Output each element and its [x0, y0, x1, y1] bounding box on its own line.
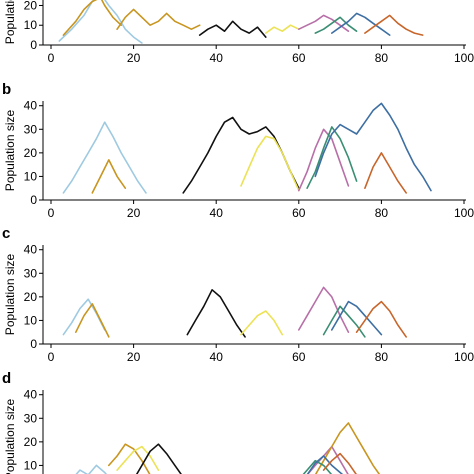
- series-line-yellow: [116, 445, 160, 471]
- y-tick-label: 20: [24, 290, 38, 304]
- y-tick-label: 30: [24, 122, 38, 136]
- panel-a: Population size 0 10 20 0 20 40 60 80 100: [3, 0, 474, 65]
- y-tick-label: 10: [24, 169, 38, 183]
- y-axis-label: Population size: [3, 109, 17, 191]
- y-tick-label: 10: [24, 313, 38, 327]
- panel-letter: d: [2, 370, 11, 387]
- series-line-lightblue: [62, 121, 147, 194]
- y-axis-label: Population size: [3, 253, 17, 335]
- series-line-gold: [91, 159, 127, 194]
- y-tick-label: 40: [24, 99, 38, 113]
- x-tick-label: 40: [210, 206, 224, 220]
- x-tick-label: 60: [292, 350, 306, 364]
- series-line-purple: [306, 445, 349, 474]
- series-line-gold: [62, 0, 122, 36]
- series-line-purple: [297, 286, 350, 334]
- series-line-purple: [297, 14, 350, 33]
- series-line-blue: [330, 12, 391, 36]
- series-line-black: [198, 20, 267, 38]
- series-line-blue: [314, 102, 432, 192]
- series-line-gold: [116, 8, 201, 31]
- series-line-gold: [75, 303, 110, 338]
- y-axis-label: Population size: [3, 398, 17, 474]
- panel-d: d Population size 10 20 30 40: [2, 370, 381, 474]
- x-tick-label: 20: [127, 350, 141, 364]
- x-tick-label: 20: [127, 206, 141, 220]
- y-tick-label: 20: [24, 146, 38, 160]
- y-tick-label: 0: [30, 38, 37, 52]
- y-tick-label: 40: [24, 243, 38, 257]
- series-line-black: [186, 288, 246, 338]
- x-tick-label: 0: [48, 350, 55, 364]
- y-tick-label: 40: [24, 388, 38, 402]
- series-line-black: [182, 116, 300, 194]
- series-line-yellow: [240, 310, 284, 336]
- x-tick-label: 80: [375, 51, 389, 65]
- y-axis-label: Population size: [3, 0, 17, 44]
- series-line-orange: [322, 452, 357, 474]
- panel-b: b Population size 0 10 20 30 40 0 20 40 60 80 100: [2, 81, 474, 220]
- x-tick-label: 60: [292, 51, 306, 65]
- x-tick-label: 100: [454, 51, 474, 65]
- series-line-yellow: [240, 135, 300, 192]
- x-tick-label: 0: [48, 206, 55, 220]
- y-tick-label: 30: [24, 411, 38, 425]
- y-tick-label: 10: [24, 18, 38, 32]
- y-tick-label: 0: [30, 337, 37, 351]
- y-tick-label: 20: [24, 435, 38, 449]
- y-tick-label: 10: [24, 458, 38, 472]
- x-tick-label: 40: [210, 350, 224, 364]
- series-line-orange: [364, 14, 424, 36]
- y-tick-label: 30: [24, 266, 38, 280]
- x-tick-label: 80: [375, 350, 389, 364]
- series-line-lightblue: [58, 0, 143, 44]
- series-line-green: [302, 459, 333, 474]
- series-line-green: [314, 16, 358, 34]
- series-line-green: [322, 305, 366, 338]
- series-line-purple: [297, 128, 350, 192]
- panel-letter: b: [2, 81, 11, 98]
- x-tick-label: 0: [48, 51, 55, 65]
- series-line-lightblue: [75, 464, 108, 474]
- series-line-yellow: [264, 24, 300, 34]
- series-line-green: [306, 126, 358, 189]
- x-tick-label: 60: [292, 206, 306, 220]
- panel-letter: c: [2, 225, 10, 242]
- x-tick-label: 100: [454, 206, 474, 220]
- series-line-blue: [330, 300, 383, 336]
- panel-c: c Population size 0 10 20 30 40 0 20 40 60 80 100: [2, 225, 474, 364]
- x-tick-label: 40: [210, 51, 224, 65]
- series-line-orange: [364, 152, 408, 194]
- series-line-orange: [355, 300, 408, 338]
- x-tick-label: 100: [454, 350, 474, 364]
- x-tick-label: 80: [375, 206, 389, 220]
- x-tick-label: 20: [127, 51, 141, 65]
- series-line-gold: [314, 422, 381, 474]
- series-line-black: [135, 443, 182, 474]
- y-tick-label: 0: [30, 193, 37, 207]
- y-tick-label: 20: [24, 0, 38, 12]
